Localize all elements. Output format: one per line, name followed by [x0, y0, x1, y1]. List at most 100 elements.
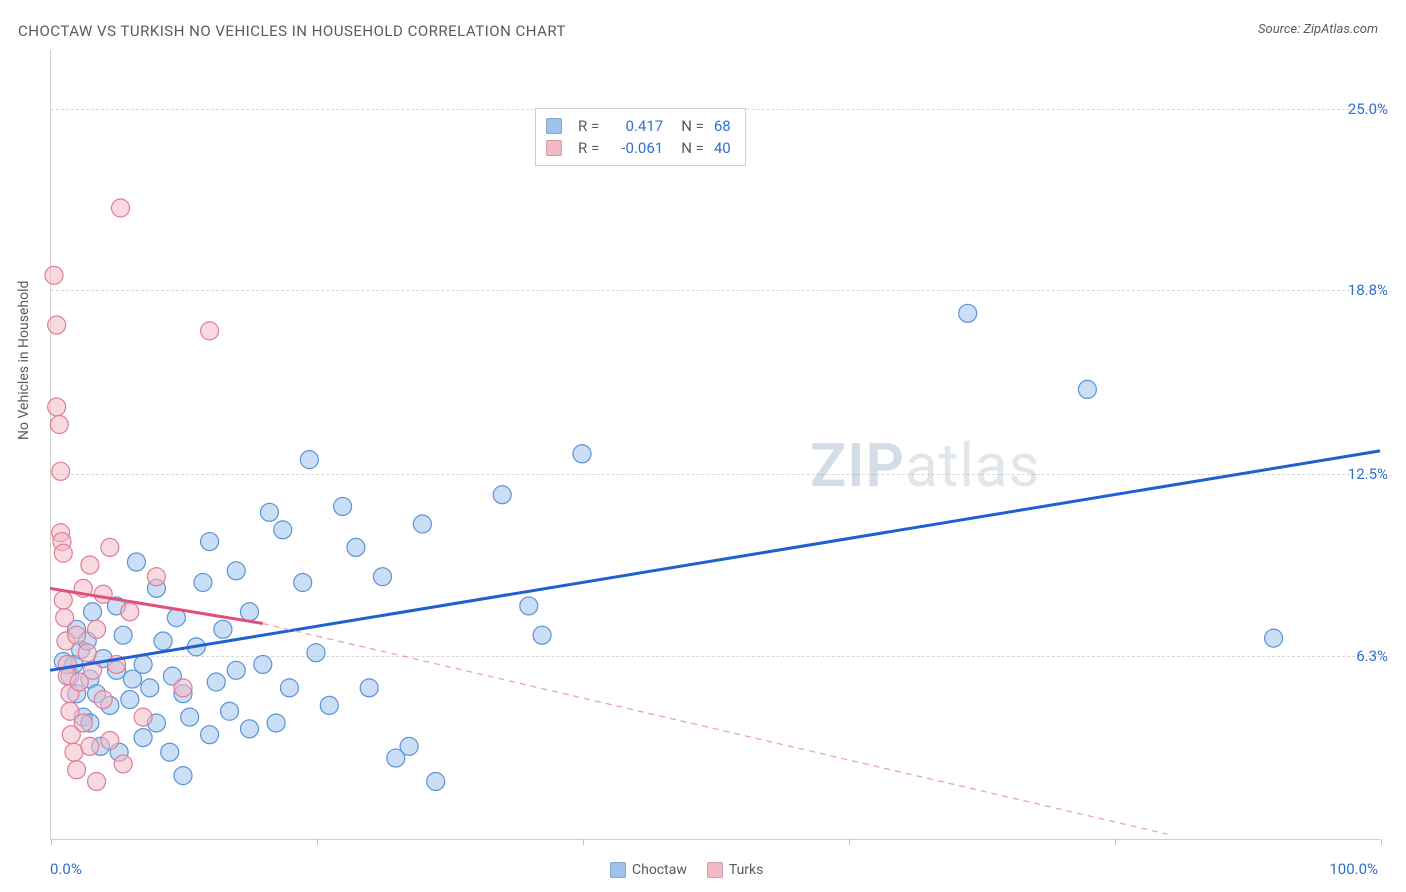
- data-point: [320, 696, 338, 714]
- data-point: [181, 708, 199, 726]
- y-axis-label: No Vehicles in Household: [16, 281, 32, 440]
- data-point: [174, 679, 192, 697]
- data-point: [111, 199, 129, 217]
- data-point: [374, 568, 392, 586]
- data-point: [121, 603, 139, 621]
- y-tick-label: 25.0%: [1348, 100, 1388, 118]
- data-point: [280, 679, 298, 697]
- data-point: [52, 462, 70, 480]
- data-point: [48, 398, 66, 416]
- data-point: [413, 515, 431, 533]
- x-axis-min-label: 0.0%: [50, 860, 82, 878]
- data-point: [201, 322, 219, 340]
- n-value: 68: [714, 115, 731, 137]
- data-point: [45, 266, 63, 284]
- data-point: [254, 655, 272, 673]
- r-label: R =: [578, 115, 599, 137]
- stats-swatch: [546, 140, 562, 156]
- plot-area: ZIPatlas R =0.417N =68R =-0.061N =40: [50, 50, 1380, 840]
- data-point: [101, 538, 119, 556]
- data-point: [260, 503, 278, 521]
- r-value: -0.061: [609, 137, 663, 159]
- data-point: [84, 603, 102, 621]
- data-point: [121, 691, 139, 709]
- stats-row: R = -0.061 N = 40: [546, 137, 731, 159]
- data-point: [334, 497, 352, 515]
- n-label: N =: [681, 137, 704, 159]
- x-axis-max-label: 100.0%: [1329, 860, 1378, 878]
- source-attribution: Source: ZipAtlas.com: [1258, 22, 1378, 37]
- trend-line: [263, 623, 1167, 834]
- correlation-stats-box: R = 0.417 N = 68 R = -0.061 N = 40: [535, 108, 746, 166]
- data-point: [267, 714, 285, 732]
- data-point: [400, 737, 418, 755]
- data-point: [1265, 629, 1283, 647]
- data-point: [227, 661, 245, 679]
- data-point: [959, 304, 977, 322]
- data-point: [300, 451, 318, 469]
- data-point: [207, 673, 225, 691]
- n-label: N =: [681, 115, 704, 137]
- legend: Choctaw Turks: [610, 862, 763, 878]
- data-point: [493, 486, 511, 504]
- x-tick: [1381, 839, 1382, 845]
- data-point: [81, 556, 99, 574]
- trend-line: [50, 451, 1380, 670]
- data-point: [347, 538, 365, 556]
- data-point: [127, 553, 145, 571]
- data-point: [114, 626, 132, 644]
- legend-item: Turks: [707, 862, 764, 878]
- legend-swatch: [707, 862, 723, 878]
- data-point: [141, 679, 159, 697]
- data-point: [78, 644, 96, 662]
- data-point: [65, 743, 83, 761]
- data-point: [201, 726, 219, 744]
- stats-row: R = 0.417 N = 68: [546, 115, 731, 137]
- data-point: [194, 574, 212, 592]
- legend-label: Choctaw: [632, 862, 687, 878]
- data-point: [68, 626, 86, 644]
- data-point: [114, 755, 132, 773]
- data-point: [427, 772, 445, 790]
- data-point: [101, 732, 119, 750]
- source-prefix: Source:: [1258, 22, 1303, 37]
- data-point: [154, 632, 172, 650]
- r-label: R =: [578, 137, 599, 159]
- data-point: [54, 591, 72, 609]
- data-point: [161, 743, 179, 761]
- data-point: [214, 620, 232, 638]
- data-point: [48, 316, 66, 334]
- data-point: [227, 562, 245, 580]
- data-point: [274, 521, 292, 539]
- data-point: [74, 714, 92, 732]
- data-point: [147, 568, 165, 586]
- r-value: 0.417: [609, 115, 663, 137]
- data-point: [134, 729, 152, 747]
- source-link[interactable]: ZipAtlas.com: [1303, 22, 1378, 37]
- data-point: [134, 655, 152, 673]
- data-point: [94, 691, 112, 709]
- data-point: [88, 772, 106, 790]
- data-point: [520, 597, 538, 615]
- data-point: [221, 702, 239, 720]
- scatter-svg: [50, 50, 1380, 840]
- data-point: [294, 574, 312, 592]
- data-point: [201, 533, 219, 551]
- data-point: [68, 761, 86, 779]
- data-point: [134, 708, 152, 726]
- n-value: 40: [714, 137, 731, 159]
- data-point: [360, 679, 378, 697]
- y-tick-label: 18.8%: [1348, 281, 1388, 299]
- data-point: [56, 609, 74, 627]
- stats-swatch: [546, 118, 562, 134]
- data-point: [307, 644, 325, 662]
- data-point: [241, 720, 259, 738]
- data-point: [174, 767, 192, 785]
- legend-swatch: [610, 862, 626, 878]
- data-point: [88, 620, 106, 638]
- data-point: [241, 603, 259, 621]
- data-point: [50, 416, 68, 434]
- data-point: [81, 737, 99, 755]
- legend-label: Turks: [729, 862, 764, 878]
- data-point: [533, 626, 551, 644]
